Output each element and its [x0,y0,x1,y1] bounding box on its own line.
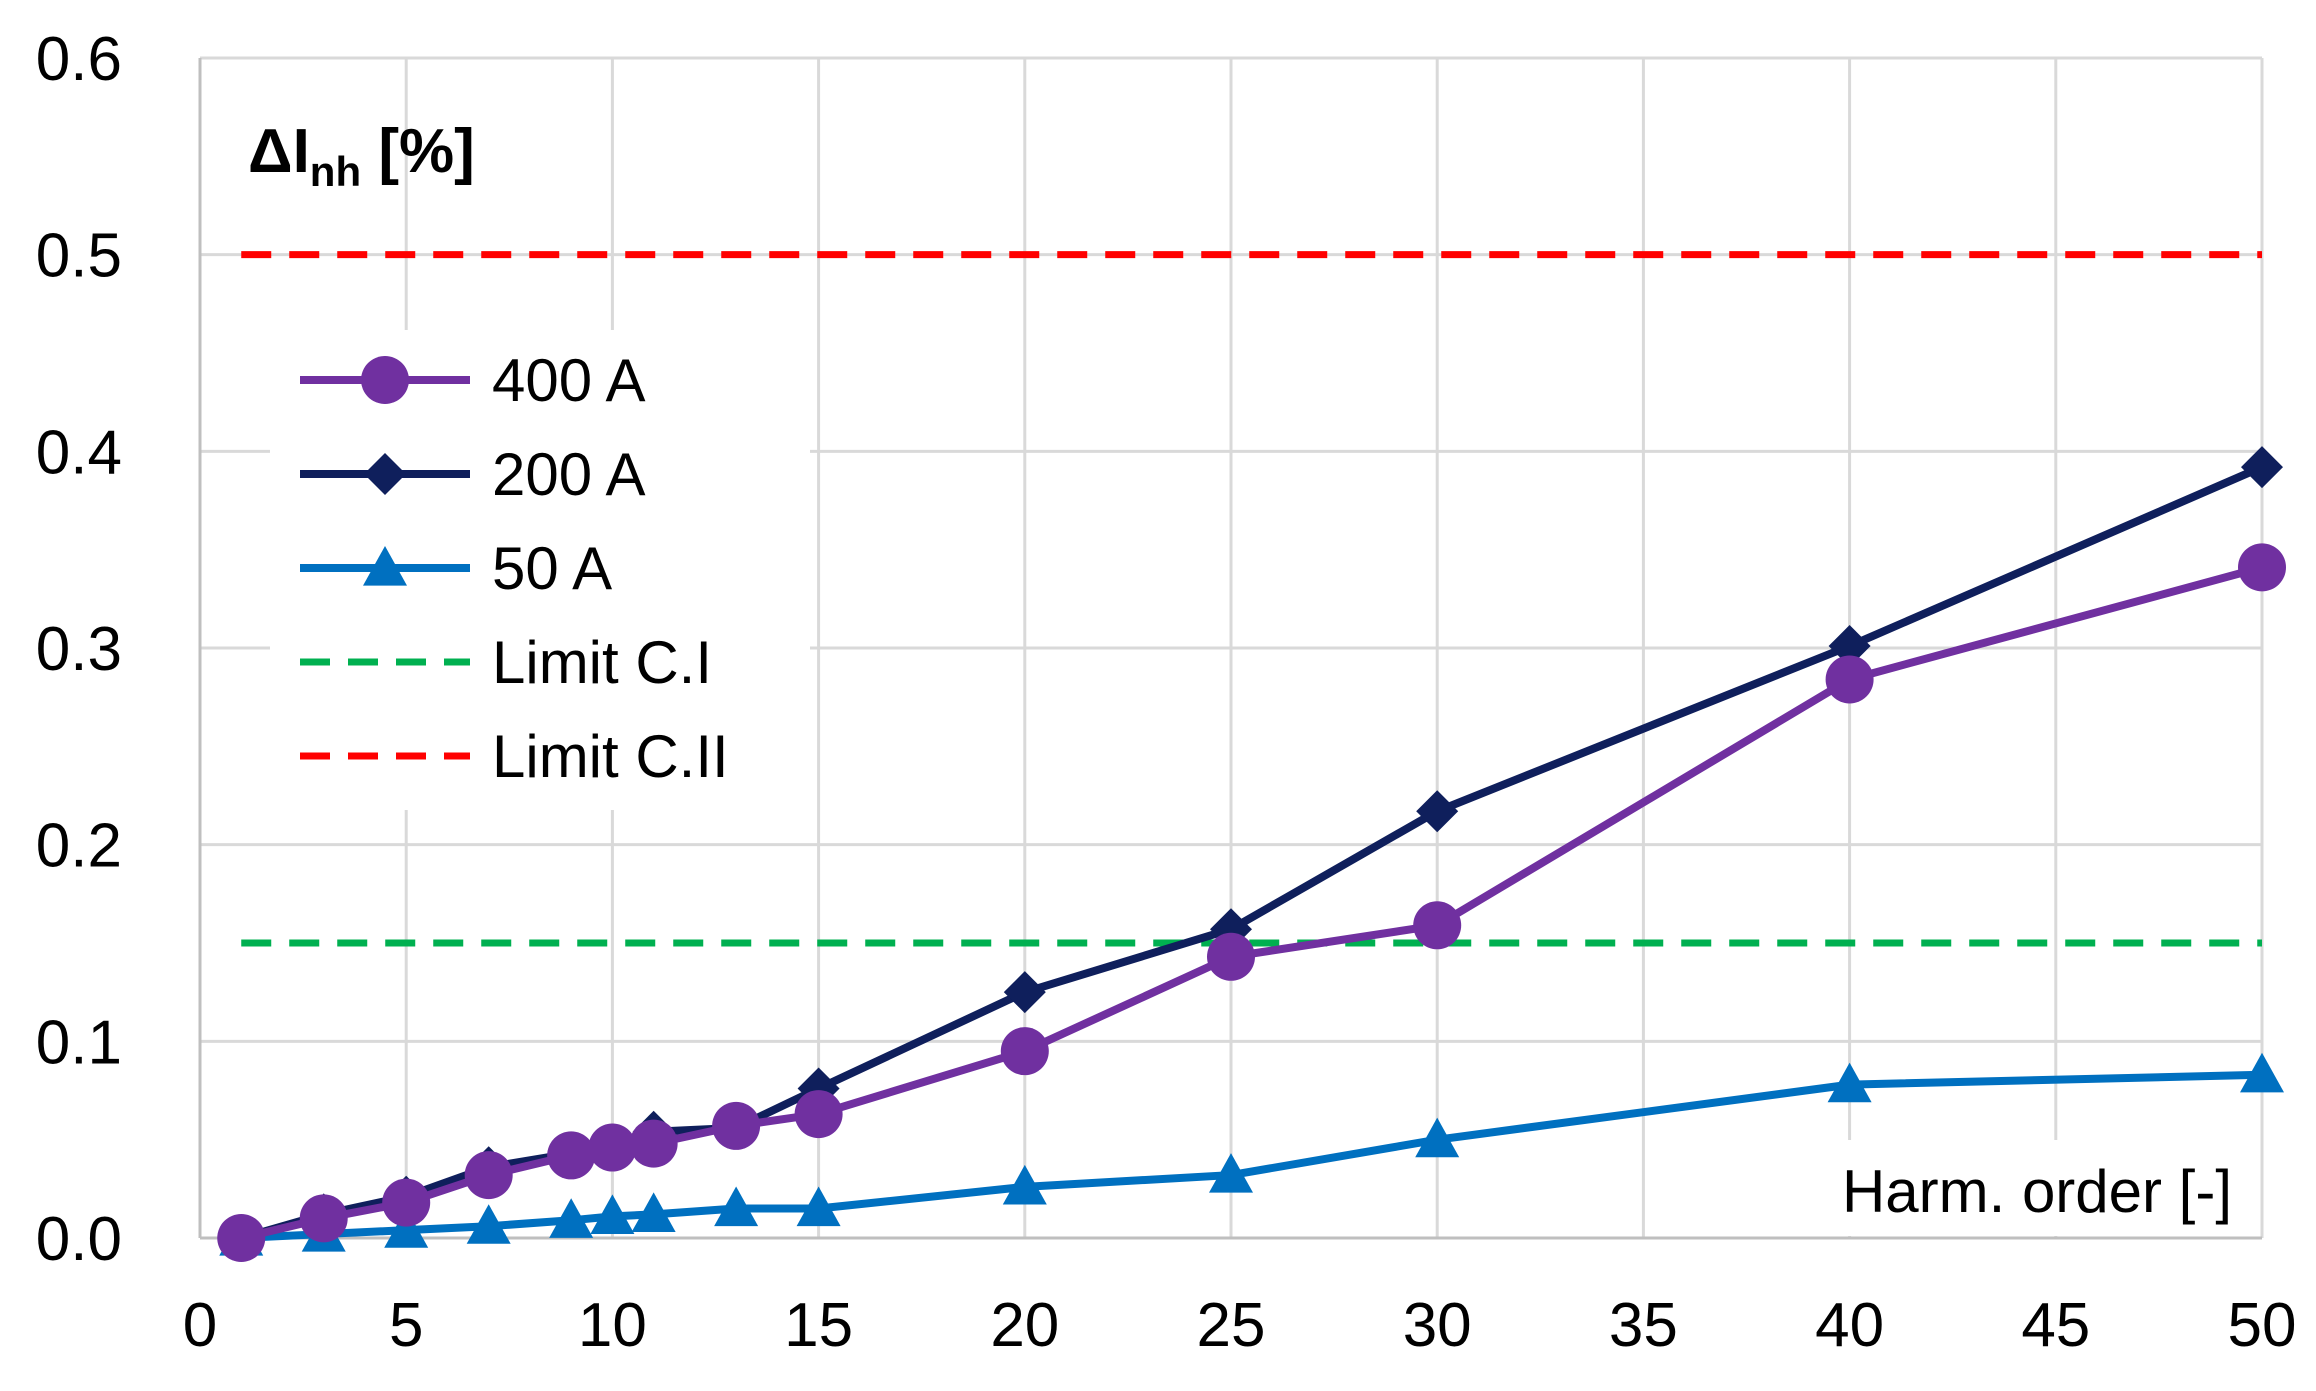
data-point-400-a [1207,932,1255,981]
y-tick-label: 0.1 [36,1008,122,1077]
data-point-50-a [590,1194,635,1234]
y-axis-label-unit: [%] [361,117,475,186]
legend-item-limit-c-i: Limit C.I [300,629,712,696]
legend-item-limit-c-ii: Limit C.II [300,723,729,790]
x-tick-label: 35 [1609,1291,1678,1360]
x-axis-label-background [1738,1140,2248,1236]
legend-item-400-a: 400 A [300,347,646,414]
data-point-400-a [1825,655,1874,704]
data-point-200-a [1828,625,1871,668]
data-point-400-a [1413,901,1462,950]
series-line-50-a [241,1070,2263,1242]
y-tick-label: 0.2 [36,812,122,881]
data-point-400-a [464,1151,513,1200]
legend-marker-50-a [363,546,407,586]
data-point-400-a [382,1178,431,1227]
x-tick-label: 20 [990,1291,1059,1360]
data-point-50-a [1209,1153,1253,1193]
x-tick-label: 0 [183,1291,217,1360]
grid [200,56,2264,1238]
data-point-400-a [794,1090,843,1139]
x-tick-label: 15 [784,1291,853,1360]
axes [198,58,2262,1240]
x-tick-label: 25 [1197,1291,1266,1360]
data-point-400-a [2238,543,2286,592]
y-tick-labels: 0.0 0.1 0.2 0.3 0.4 0.5 0.6 [36,25,122,1274]
x-tick-label: 50 [2228,1291,2297,1360]
data-point-400-a [1000,1027,1049,1076]
data-point-400-a [547,1131,596,1180]
data-point-50-a [549,1198,594,1238]
legend-label-limit-c-i: Limit C.I [492,629,712,696]
legend: 400 A 200 A 50 A Limit C.I Limit C.II [300,347,729,790]
y-tick-label: 0.0 [36,1205,122,1274]
x-tick-label: 45 [2021,1291,2090,1360]
data-point-400-a [217,1214,266,1262]
data-point-400-a [712,1101,761,1150]
legend-label-400-a: 400 A [492,347,646,414]
y-tick-label: 0.4 [36,418,122,487]
data-point-400-a [588,1123,637,1172]
legend-marker-400-a [361,356,409,404]
legend-label-limit-c-ii: Limit C.II [492,723,729,790]
data-point-50-a [1002,1164,1047,1205]
y-tick-label: 0.6 [36,25,122,94]
data-point-200-a [1416,790,1459,833]
data-point-50-a [714,1186,759,1227]
legend-label-50-a: 50 A [492,535,612,602]
legend-item-200-a: 200 A [300,441,646,508]
y-tick-label: 0.3 [36,615,122,684]
y-axis-label-sub: nh [310,148,361,195]
series-group [217,251,2286,1262]
y-axis-label-main: ΔI [248,117,310,186]
x-tick-label: 40 [1815,1291,1884,1360]
data-point-50-a [631,1192,676,1232]
x-tick-label: 5 [389,1291,423,1360]
data-point-200-a [2241,446,2283,489]
y-axis-label: ΔInh [%] [248,117,475,195]
x-tick-label: 10 [578,1291,647,1360]
data-point-400-a [299,1194,348,1243]
data-point-50-a [1415,1117,1460,1158]
data-point-400-a [629,1119,678,1168]
x-axis-label: Harm. order [-] [1842,1158,2232,1225]
data-point-50-a [466,1204,511,1244]
y-tick-label: 0.5 [36,222,122,291]
x-tick-labels: 0 5 10 15 20 25 30 35 40 45 50 [183,1291,2297,1360]
series-400-a [217,543,2286,1262]
x-tick-label: 30 [1403,1291,1472,1360]
data-point-200-a [1003,971,1046,1014]
legend-marker-200-a [364,453,406,495]
data-point-50-a [796,1186,841,1227]
data-point-50-a [2240,1052,2284,1093]
data-point-50-a [384,1208,429,1248]
legend-label-200-a: 200 A [492,441,646,508]
legend-item-50-a: 50 A [300,535,612,602]
data-point-50-a [1827,1062,1872,1103]
